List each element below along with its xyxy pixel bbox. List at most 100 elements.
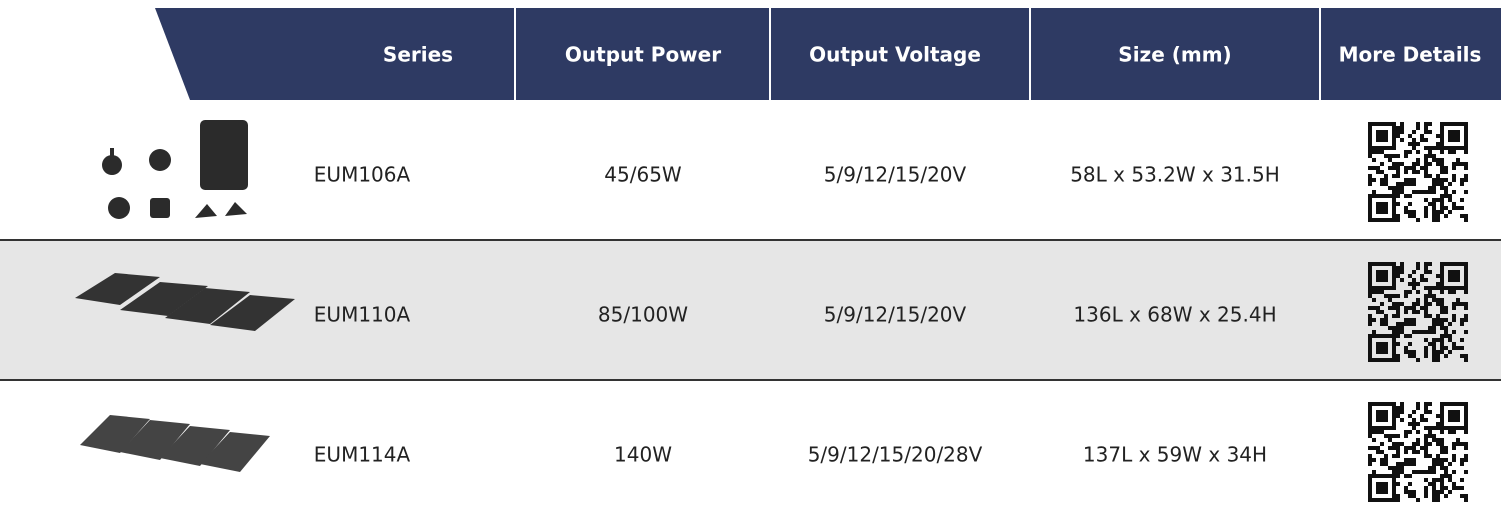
qr-module (1456, 206, 1460, 210)
qr-module (1436, 442, 1440, 446)
qr-finder (1376, 482, 1388, 494)
qr-module (1372, 298, 1376, 302)
qr-module (1408, 482, 1412, 486)
qr-module (1456, 158, 1460, 162)
qr-module (1460, 338, 1464, 342)
qr-module (1444, 170, 1448, 174)
qr-module (1436, 210, 1440, 214)
qr-module (1400, 190, 1404, 194)
qr-module (1428, 434, 1432, 438)
qr-module (1416, 150, 1420, 154)
qr-module (1404, 346, 1408, 350)
qr-module (1436, 286, 1440, 290)
qr-module (1420, 446, 1424, 450)
qr-module (1400, 262, 1404, 266)
qr-module (1452, 174, 1456, 178)
qr-module (1416, 218, 1420, 222)
qr-module (1436, 302, 1440, 306)
qr-module (1368, 314, 1372, 318)
body: SeriesOutput PowerOutput VoltageSize (mm… (0, 0, 1501, 515)
qr-module (1424, 426, 1428, 430)
qr-module (1424, 146, 1428, 150)
qr-module (1396, 134, 1400, 138)
qr-module (1412, 354, 1416, 358)
qr-module (1396, 266, 1400, 270)
qr-module (1452, 190, 1456, 194)
qr-module (1456, 346, 1460, 350)
qr-module (1444, 310, 1448, 314)
qr-module (1460, 214, 1464, 218)
qr-module (1440, 490, 1444, 494)
qr-module (1440, 482, 1444, 486)
qr-module (1432, 190, 1436, 194)
qr-module (1420, 134, 1424, 138)
qr-module (1428, 442, 1432, 446)
qr-module (1400, 278, 1404, 282)
qr-module (1412, 210, 1416, 214)
spec-cell: 58L x 53.2W x 31.5H (1070, 163, 1280, 187)
qr-module (1404, 350, 1408, 354)
qr-module (1392, 446, 1396, 450)
qr-module (1440, 150, 1444, 154)
qr-module (1424, 402, 1428, 406)
qr-module (1448, 338, 1452, 342)
qr-module (1408, 166, 1412, 170)
qr-module (1412, 470, 1416, 474)
qr-module (1368, 150, 1372, 154)
qr-module (1424, 138, 1428, 142)
qr-module (1424, 278, 1428, 282)
qr-module (1432, 286, 1436, 290)
qr-module (1416, 406, 1420, 410)
qr-module (1440, 342, 1444, 346)
qr-module (1396, 170, 1400, 174)
qr-module (1416, 282, 1420, 286)
qr-module (1404, 434, 1408, 438)
qr-module (1424, 298, 1428, 302)
qr-module (1404, 458, 1408, 462)
spec-cell: 140W (614, 443, 672, 467)
qr-module (1444, 494, 1448, 498)
qr-module (1408, 202, 1412, 206)
qr-module (1428, 174, 1432, 178)
qr-module (1440, 210, 1444, 214)
qr-module (1392, 174, 1396, 178)
qr-module (1384, 458, 1388, 462)
qr-module (1432, 186, 1436, 190)
qr-module (1412, 418, 1416, 422)
qr-module (1432, 462, 1436, 466)
qr-module (1368, 178, 1372, 182)
qr-module (1376, 450, 1380, 454)
qr-module (1408, 290, 1412, 294)
qr-module (1408, 350, 1412, 354)
qr-module (1464, 358, 1468, 362)
qr-module (1408, 494, 1412, 498)
qr-module (1456, 302, 1460, 306)
qr-module (1416, 430, 1420, 434)
qr-module (1440, 158, 1444, 162)
qr-module (1436, 354, 1440, 358)
qr-module (1392, 186, 1396, 190)
qr-module (1436, 218, 1440, 222)
qr-module (1452, 178, 1456, 182)
qr-module (1412, 282, 1416, 286)
qr-module (1440, 438, 1444, 442)
qr-module (1400, 442, 1404, 446)
qr-module (1380, 450, 1384, 454)
qr-module (1396, 174, 1400, 178)
qr-module (1452, 306, 1456, 310)
qr-module (1368, 458, 1372, 462)
qr-module (1408, 274, 1412, 278)
qr-module (1420, 418, 1424, 422)
qr-module (1412, 306, 1416, 310)
qr-finder (1376, 270, 1388, 282)
page: {"table": { "header": ["Series", "Output… (0, 0, 1501, 515)
qr-module (1448, 334, 1452, 338)
qr-module (1376, 166, 1380, 170)
qr-module (1416, 262, 1420, 266)
qr-module (1412, 490, 1416, 494)
qr-module (1428, 202, 1432, 206)
qr-module (1416, 470, 1420, 474)
qr-module (1436, 182, 1440, 186)
qr-module (1388, 446, 1392, 450)
qr-module (1396, 214, 1400, 218)
